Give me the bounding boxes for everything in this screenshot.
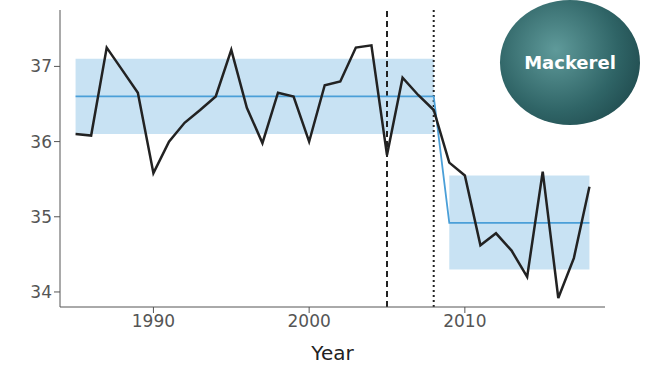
svg-text:35: 35 — [30, 207, 52, 227]
svg-text:2010: 2010 — [443, 311, 486, 331]
html-text:Mackerel: Mackerel — [524, 52, 616, 73]
svg-text:34: 34 — [30, 282, 52, 302]
svg-text:36: 36 — [30, 132, 52, 152]
svg-text:2000: 2000 — [288, 311, 331, 331]
svg-text:37: 37 — [30, 56, 52, 76]
svg-text:1990: 1990 — [132, 311, 175, 331]
svg-text:Year: Year — [310, 341, 354, 365]
